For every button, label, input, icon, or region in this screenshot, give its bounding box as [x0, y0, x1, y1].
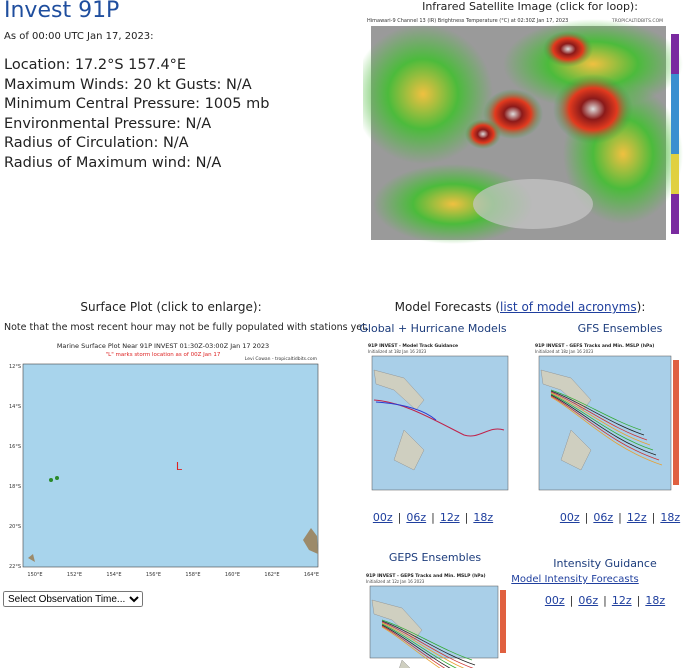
run-link[interactable]: 18z	[660, 511, 681, 524]
intensity-title: Intensity Guidance	[553, 557, 657, 570]
model-image[interactable]: 91P INVEST - GEPS Tracks and Min. MSLP (…	[362, 570, 512, 668]
link-separator: |	[431, 511, 435, 524]
lon-label: 162°E	[264, 572, 279, 578]
track	[375, 401, 437, 421]
detail-line: Environmental Pressure: N/A	[4, 115, 212, 132]
surface-plot[interactable]: Marine Surface Plot Near 91P INVEST 01:3…	[3, 340, 323, 583]
satellite-image[interactable]: Himawari-9 Channel 13 (IR) Brightness Te…	[363, 14, 691, 252]
track	[550, 394, 657, 456]
plot-subtitle: "L" marks storm location as of 00Z Jan 1…	[106, 352, 221, 358]
plot-title: Marine Surface Plot Near 91P INVEST 01:3…	[57, 342, 269, 350]
track	[381, 622, 465, 668]
detail-line: Minimum Central Pressure: 1005 mb	[4, 96, 270, 112]
lat-label: 20°S	[9, 524, 21, 530]
lon-label: 154°E	[106, 572, 121, 578]
run-link[interactable]: 00z	[544, 594, 565, 607]
model-image[interactable]: 91P INVEST - Model Track GuidanceInitial…	[364, 340, 512, 500]
detail-line: Radius of Circulation: N/A	[4, 135, 189, 151]
intensity-link[interactable]: Model Intensity Forecasts	[511, 574, 639, 585]
link-separator: |	[636, 594, 641, 607]
track	[550, 392, 651, 446]
run-link[interactable]: 12z	[626, 511, 647, 524]
storm-mark: L	[176, 460, 183, 473]
sat-image-title: Himawari-9 Channel 13 (IR) Brightness Te…	[367, 18, 568, 24]
run-link[interactable]: 12z	[439, 511, 460, 524]
lon-label: 150°E	[27, 572, 42, 578]
run-link[interactable]: 06z	[578, 594, 599, 607]
surface-heading: Surface Plot (click to enlarge):	[80, 300, 262, 314]
sat-heading: Infrared Satellite Image (click for loop…	[422, 0, 638, 13]
run-links: 00z | 06z | 12z | 18z	[373, 511, 493, 524]
track	[381, 619, 473, 661]
run-link[interactable]: 18z	[645, 594, 666, 607]
details: Location: 17.2°S 157.4°E Maximum Winds: 2…	[4, 56, 269, 173]
run-link[interactable]: 06z	[593, 511, 614, 524]
link-separator: |	[569, 594, 574, 607]
lat-label: 16°S	[9, 444, 21, 450]
image-sub: Initialized at 18z Jan 16 2023	[535, 349, 594, 354]
track	[381, 625, 446, 668]
run-links: 00z | 06z | 12z | 18z	[560, 511, 680, 524]
track	[381, 621, 474, 668]
detail-line: Radius of Maximum wind: N/A	[4, 154, 222, 171]
image-sub: Initialized at 18z Jan 16 2023	[368, 349, 427, 354]
models-heading-text: Model Forecasts (	[394, 300, 501, 314]
colorbar	[673, 360, 679, 485]
intensity-links: 00z | 06z | 12z | 18z	[545, 594, 665, 607]
colorbar	[500, 590, 506, 653]
storm-title: Invest 91P	[4, 0, 120, 23]
link-separator: |	[618, 511, 622, 524]
image-title: 91P INVEST - Model Track Guidance	[368, 343, 458, 349]
model-image[interactable]: 91P INVEST - GEFS Tracks and Min. MSLP (…	[531, 340, 685, 500]
panel-title: GFS Ensembles	[577, 322, 663, 335]
lon-label: 158°E	[185, 572, 200, 578]
image-title: 91P INVEST - GEFS Tracks and Min. MSLP (…	[535, 343, 654, 349]
track	[550, 393, 654, 451]
surface-note: Note that the most recent hour may not b…	[4, 322, 369, 333]
run-link[interactable]: 18z	[473, 511, 494, 524]
plot-credit: Levi Cowan - tropicaltidbits.com	[245, 356, 317, 362]
run-link[interactable]: 00z	[372, 511, 393, 524]
link-separator: |	[603, 594, 607, 607]
track	[550, 389, 642, 431]
image-title: 91P INVEST - GEPS Tracks and Min. MSLP (…	[366, 573, 486, 579]
models-heading-end: ):	[636, 300, 646, 314]
lon-label: 160°E	[225, 572, 240, 578]
lat-label: 14°S	[9, 404, 21, 410]
run-link[interactable]: 00z	[559, 511, 580, 524]
track	[550, 391, 648, 441]
observation-select[interactable]: Select Observation Time...	[3, 591, 143, 607]
lon-label: 152°E	[67, 572, 82, 578]
track	[550, 396, 663, 466]
land	[373, 369, 425, 471]
panel-title: Global + Hurricane Models	[359, 322, 507, 335]
track	[381, 620, 476, 666]
detail-line: Maximum Winds: 20 kt Gusts: N/A	[4, 76, 252, 93]
link-separator: |	[584, 511, 589, 524]
lat-label: 12°S	[9, 364, 21, 370]
acronyms-link[interactable]: list of model acronyms	[500, 300, 637, 314]
lon-label: 164°E	[304, 572, 319, 578]
track	[381, 623, 457, 668]
panel-title: GEPS Ensembles	[388, 551, 482, 564]
track	[381, 624, 451, 668]
link-separator: |	[397, 511, 402, 524]
link-separator: |	[651, 511, 656, 524]
track	[381, 626, 441, 668]
models-heading: Model Forecasts (list of model acronyms)…	[395, 300, 646, 314]
lon-label: 156°E	[146, 572, 161, 578]
as-of: As of 00:00 UTC Jan 17, 2023:	[4, 31, 154, 42]
link-separator: |	[464, 511, 469, 524]
run-link[interactable]: 12z	[611, 594, 632, 607]
track	[550, 395, 660, 461]
detail-line: Location: 17.2°S 157.4°E	[4, 57, 187, 73]
run-link[interactable]: 06z	[406, 511, 427, 524]
track	[550, 390, 645, 436]
lat-label: 18°S	[9, 484, 21, 490]
image-sub: Initialized at 12z Jan 16 2023	[366, 579, 425, 584]
ocean	[369, 585, 499, 659]
sat-credit: TROPICALTIDBITS.COM	[611, 18, 663, 24]
lat-label: 22°S	[9, 564, 21, 570]
